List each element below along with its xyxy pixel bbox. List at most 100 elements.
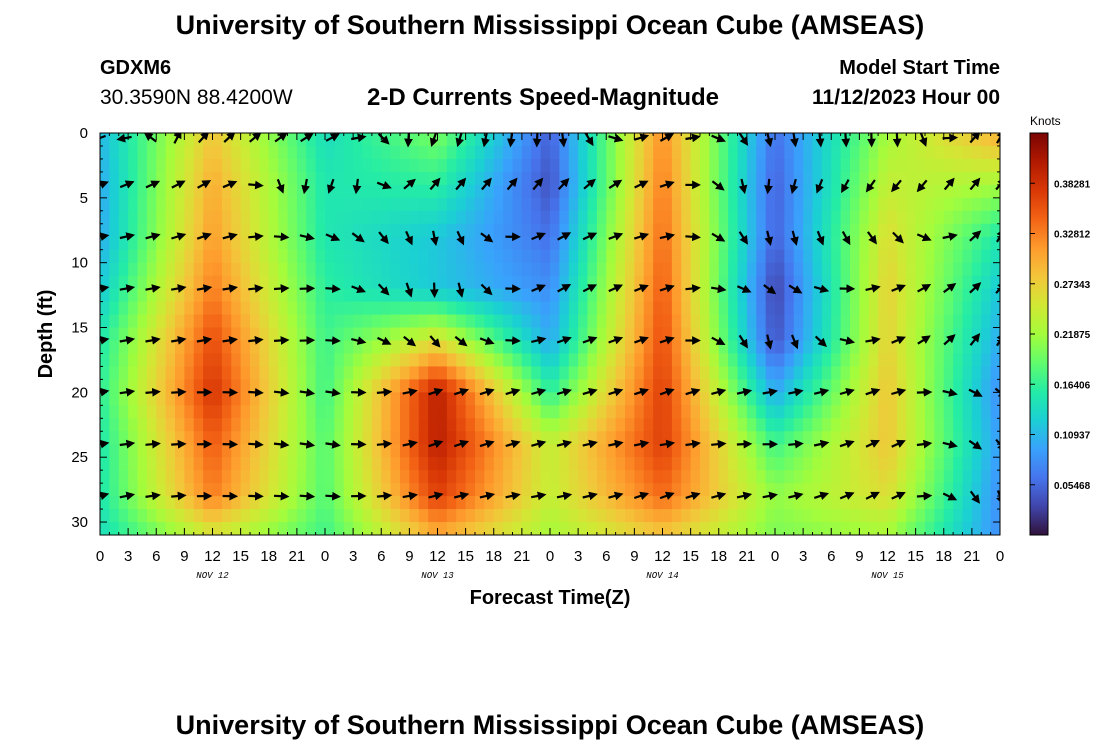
heatmap-cell [793,509,804,523]
heatmap-cell [550,275,560,290]
heatmap-cell [606,444,617,458]
heatmap-cell [400,210,410,225]
heatmap-cell [409,262,420,277]
heatmap-cell [390,379,401,393]
heatmap-cell [193,288,204,303]
heatmap-cell [859,340,870,355]
heatmap-cell [578,457,589,471]
heatmap-cell [259,444,270,458]
heatmap-cell [409,379,420,393]
heatmap-cell [100,327,110,342]
heatmap-cell [596,249,607,264]
heatmap-cell [343,158,354,173]
heatmap-cell [381,275,392,290]
heatmap-cell [343,236,354,251]
heatmap-cell [690,223,701,238]
heatmap-cell [446,197,457,212]
heatmap-cell [850,249,860,264]
heatmap-cell [662,145,673,160]
heatmap-cell [146,145,157,160]
current-arrow [248,284,264,293]
heatmap-cell [728,197,739,212]
heatmap-cell [428,314,439,329]
heatmap-cell [146,496,157,510]
heatmap-cell [353,470,364,484]
heatmap-cell [231,184,242,199]
heatmap-cell [550,444,560,458]
heatmap-cell [353,133,364,147]
heatmap-cell [850,483,860,497]
heatmap-cell [156,470,167,484]
heatmap-cell [484,431,495,445]
current-arrow [996,332,1000,347]
heatmap-cell [971,249,982,264]
heatmap-cell [100,405,110,419]
heatmap-cell [756,184,767,199]
heatmap-cell [615,184,626,199]
heatmap-cell [250,470,260,484]
heatmap-cell [625,444,635,458]
heatmap-cell [934,444,945,458]
heatmap-cell [981,522,992,535]
heatmap-cell [493,133,504,147]
heatmap-cell [700,392,710,406]
heatmap-cell [803,171,814,186]
heatmap-cell [390,496,401,510]
current-arrow [481,133,490,148]
heatmap-cell [971,327,982,342]
heatmap-cell [596,405,607,419]
heatmap-cell [137,483,148,497]
heatmap-cell [606,340,617,355]
heatmap-cell [296,483,307,497]
heatmap-cell [325,496,335,510]
heatmap-cell [803,483,814,497]
heatmap-cell [128,314,139,329]
heatmap-cell [896,133,907,147]
heatmap-cell [821,133,832,147]
heatmap-cell [325,366,335,380]
heatmap-cell [643,249,654,264]
heatmap-cell [840,340,851,355]
heatmap-cell [493,223,504,238]
heatmap-cell [643,379,654,393]
heatmap-cell [671,418,682,432]
heatmap-cell [268,405,279,419]
heatmap-cell [503,145,514,160]
heatmap-cell [887,301,898,316]
heatmap-cell [531,275,542,290]
heatmap-cell [840,288,851,303]
heatmap-cell [128,133,139,147]
heatmap-cell [165,236,176,251]
heatmap-cell [784,340,795,355]
heatmap-cell [268,145,279,160]
heatmap-cell [484,379,495,393]
heatmap-cell [662,470,673,484]
heatmap-cell [259,197,270,212]
heatmap-cell [728,288,739,303]
heatmap-cell [456,405,467,419]
current-arrow [273,388,290,397]
heatmap-cell [109,275,120,290]
heatmap-cell [456,509,467,523]
heatmap-cell [971,379,982,393]
heatmap-cell [925,457,935,471]
heatmap-cell [456,470,467,484]
heatmap-cell [512,483,523,497]
heatmap-cell [531,288,542,303]
heatmap-cell [212,496,223,510]
heatmap-cell [484,340,495,355]
heatmap-cell [896,470,907,484]
heatmap-cell [915,379,926,393]
heatmap-cell [934,197,945,212]
heatmap-cell [671,405,682,419]
heatmap-cell [493,340,504,355]
heatmap-cell [259,405,270,419]
heatmap-cell [559,262,570,277]
heatmap-cell [756,158,767,173]
current-arrow [429,335,441,348]
heatmap-cell [634,470,645,484]
heatmap-cell [371,353,382,368]
heatmap-cell [353,223,364,238]
heatmap-cell [109,171,120,186]
heatmap-cell [493,210,504,225]
